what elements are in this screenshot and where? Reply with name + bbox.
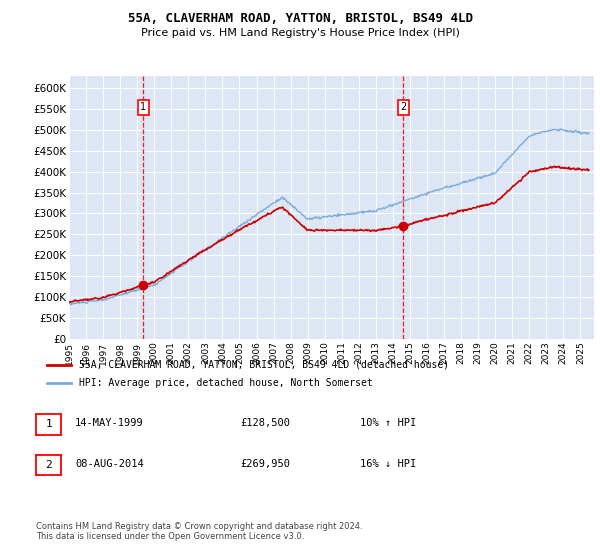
Text: 1: 1 — [140, 102, 146, 112]
Text: Price paid vs. HM Land Registry's House Price Index (HPI): Price paid vs. HM Land Registry's House … — [140, 28, 460, 38]
Text: £269,950: £269,950 — [240, 459, 290, 469]
Text: HPI: Average price, detached house, North Somerset: HPI: Average price, detached house, Nort… — [79, 378, 373, 388]
Text: Contains HM Land Registry data © Crown copyright and database right 2024.
This d: Contains HM Land Registry data © Crown c… — [36, 522, 362, 542]
Text: 10% ↑ HPI: 10% ↑ HPI — [360, 418, 416, 428]
Text: 1: 1 — [45, 419, 52, 430]
Text: 2: 2 — [400, 102, 406, 112]
Text: 2: 2 — [45, 460, 52, 470]
Text: 16% ↓ HPI: 16% ↓ HPI — [360, 459, 416, 469]
Text: 14-MAY-1999: 14-MAY-1999 — [75, 418, 144, 428]
Text: 55A, CLAVERHAM ROAD, YATTON, BRISTOL, BS49 4LD: 55A, CLAVERHAM ROAD, YATTON, BRISTOL, BS… — [128, 12, 473, 25]
Text: 55A, CLAVERHAM ROAD, YATTON, BRISTOL, BS49 4LD (detached house): 55A, CLAVERHAM ROAD, YATTON, BRISTOL, BS… — [79, 360, 449, 370]
Text: £128,500: £128,500 — [240, 418, 290, 428]
Text: 08-AUG-2014: 08-AUG-2014 — [75, 459, 144, 469]
